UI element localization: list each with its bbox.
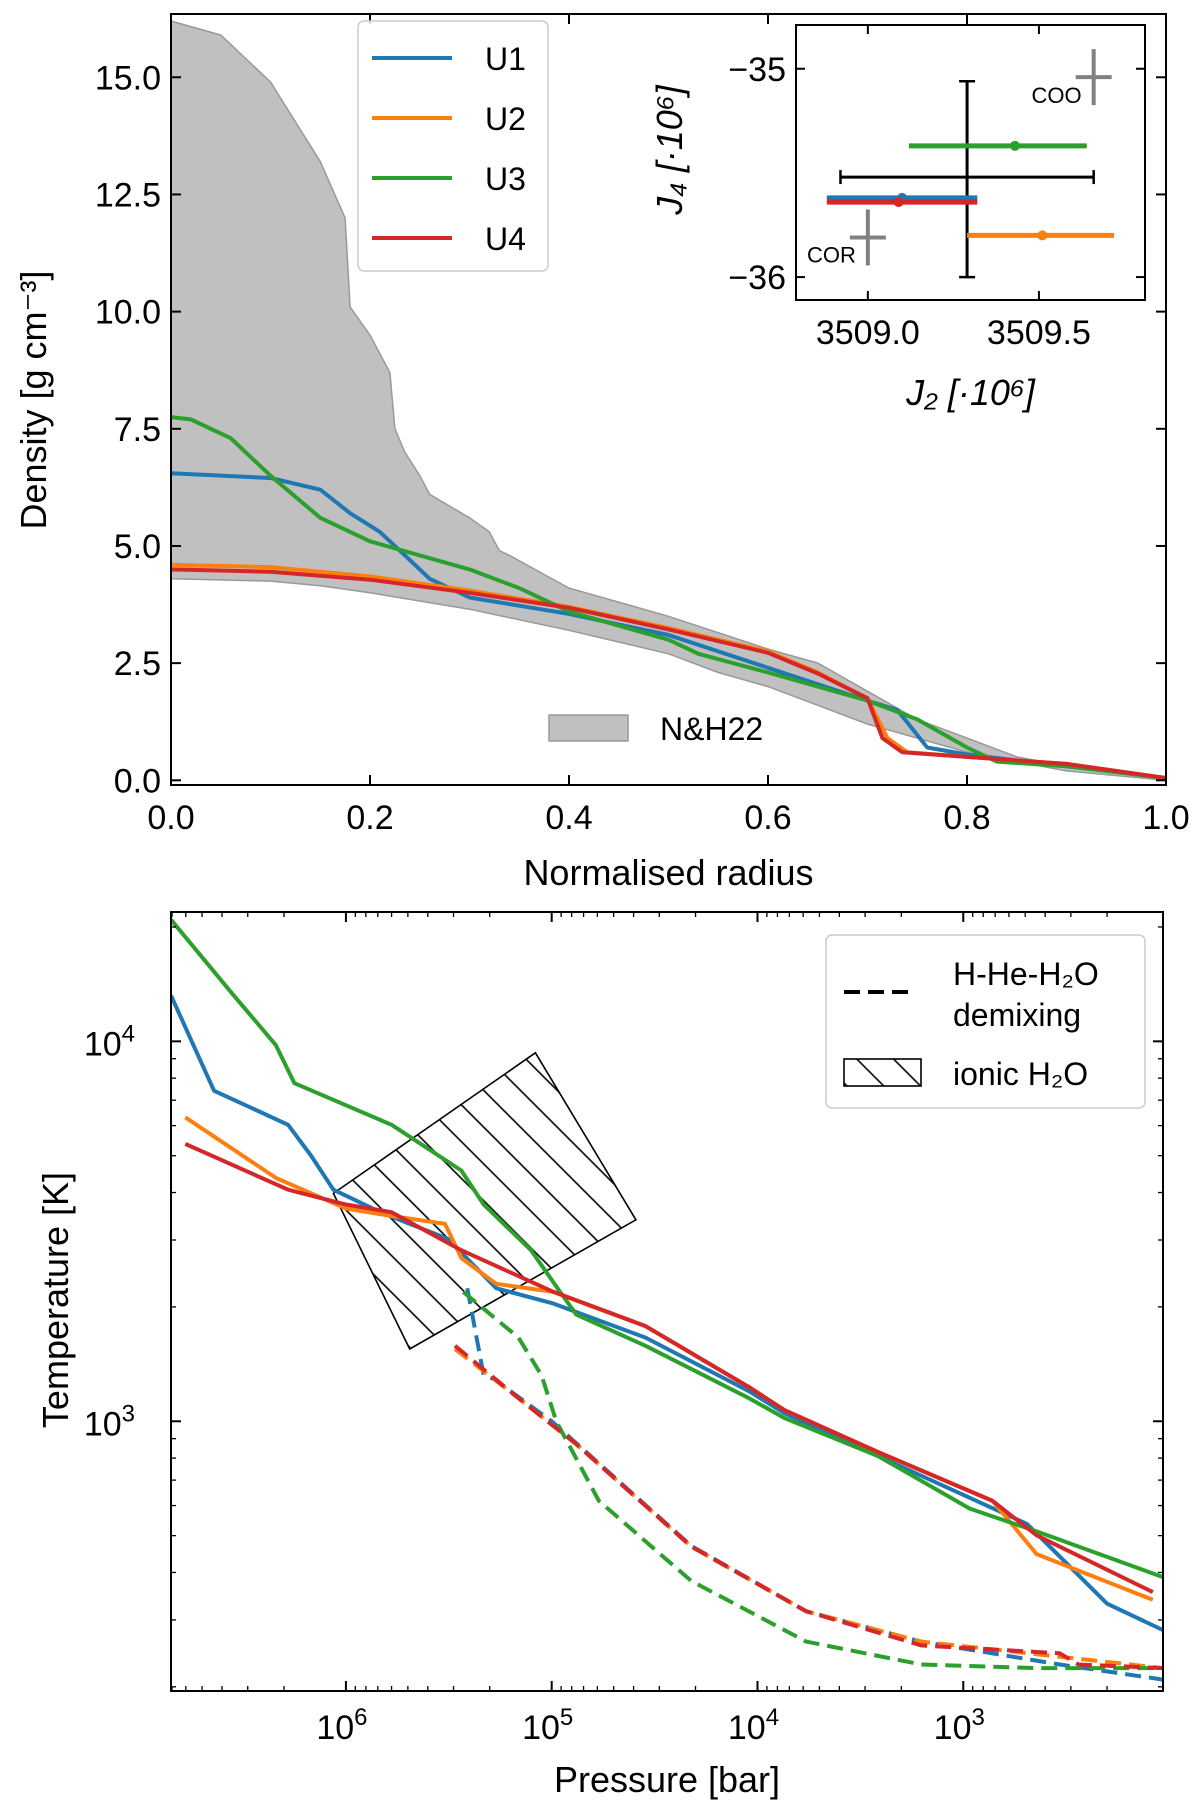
- x-axis-label: Pressure [bar]: [554, 1759, 780, 1800]
- x-tick-label: 0.4: [545, 799, 592, 837]
- y-tick-label: 0.0: [114, 762, 161, 800]
- series-line-u3-solid: [171, 918, 1163, 1579]
- gravity-inset: COO COR 3509.0 3509.5 −35 −36 J₂ [·10⁶] J₄ [·10…: [649, 24, 1146, 413]
- y-tick-label: 7.5: [114, 411, 161, 449]
- legend-label-demixing-line2: demixing: [953, 997, 1081, 1033]
- axes-frame: [170, 13, 1167, 786]
- legend: U1 U2 U3 U4: [357, 20, 549, 272]
- series-line-u4-solid: [184, 1142, 1154, 1594]
- x-tick-label: 1.0: [1142, 799, 1189, 837]
- reference-label-coo: COO: [1032, 83, 1082, 108]
- inset-x-axis-label: J₂ [·10⁶]: [905, 372, 1036, 413]
- band-legend: N&H22: [548, 711, 763, 747]
- series-line-u1: [171, 471, 1166, 780]
- legend-swatch-ionic-water: [843, 1058, 922, 1087]
- series-line-u4-dashed: [453, 1344, 1163, 1671]
- inset-plot-area: COO COR: [807, 49, 1115, 279]
- legend: H-He-H₂O demixing ionic H₂O: [825, 934, 1146, 1109]
- y-tick-label: 10.0: [95, 294, 161, 332]
- x-tick-label: 103: [934, 1704, 985, 1747]
- legend-label-u1: U1: [485, 41, 526, 77]
- y-tick-label: 12.5: [95, 176, 161, 214]
- plot-area: [171, 20, 1166, 782]
- legend-label-u4: U4: [485, 221, 526, 257]
- inset-x-tick-label: 3509.0: [816, 314, 920, 352]
- legend-label-nh22: N&H22: [660, 711, 763, 747]
- y-tick-label: 5.0: [114, 528, 161, 566]
- series-line-u3: [171, 415, 1166, 780]
- y-axis-label: Temperature [K]: [35, 1172, 76, 1428]
- x-tick-label: 0.2: [346, 799, 393, 837]
- x-tick-label: 106: [316, 1704, 367, 1747]
- legend-swatch-nh22: [548, 714, 629, 742]
- series-line-u4: [171, 567, 1166, 780]
- y-axis-label: Density [g cm⁻³]: [13, 270, 54, 529]
- series-line-u1-solid: [171, 994, 1163, 1632]
- legend-label-u2: U2: [485, 101, 526, 137]
- x-tick-label: 105: [522, 1704, 573, 1747]
- x-tick-label: 0.0: [147, 799, 194, 837]
- reference-label-cor: COR: [807, 243, 856, 268]
- legend-label-u3: U3: [485, 161, 526, 197]
- series-line-u3-dashed: [462, 1290, 1163, 1671]
- ionic-water-region: [332, 1051, 638, 1351]
- series-line-u1-dashed: [465, 1287, 1163, 1682]
- series-line-u2-dashed: [453, 1347, 1163, 1671]
- temperature-pressure-panel: 106 105 104 103 104 103 Pressure [bar] Temperat…: [35, 911, 1164, 1800]
- inset-y-tick-label: −36: [728, 259, 786, 297]
- point-u4: [893, 197, 904, 208]
- inset-y-tick-label: −35: [728, 51, 786, 89]
- y-tick-label: 104: [84, 1020, 135, 1063]
- point-u2: [1037, 230, 1048, 241]
- x-axis-label: Normalised radius: [523, 852, 813, 893]
- legend-label-demixing: H-He-H₂O: [953, 956, 1099, 992]
- density-panel: 0.0 0.2 0.4 0.6 0.8 1.0 0.0 2.5 5.0 7.5 10.0 12.5 15…: [13, 13, 1190, 893]
- y-tick-label: 2.5: [114, 645, 161, 683]
- x-tick-label: 0.6: [744, 799, 791, 837]
- inset-frame: [795, 24, 1146, 301]
- inset-y-axis-label: J₄ [·10⁶]: [649, 84, 690, 215]
- plot-area: [171, 918, 1163, 1682]
- legend-box: [357, 20, 549, 272]
- y-tick-label: 15.0: [95, 59, 161, 97]
- x-tick-label: 0.8: [943, 799, 990, 837]
- inset-x-tick-label: 3509.5: [987, 314, 1091, 352]
- y-tick-label: 103: [84, 1400, 135, 1443]
- inset-background: [796, 25, 1145, 300]
- legend-label-ionic-water: ionic H₂O: [953, 1056, 1088, 1092]
- axes-frame: [170, 911, 1164, 1692]
- point-u3: [1009, 140, 1020, 151]
- x-tick-label: 104: [728, 1704, 779, 1747]
